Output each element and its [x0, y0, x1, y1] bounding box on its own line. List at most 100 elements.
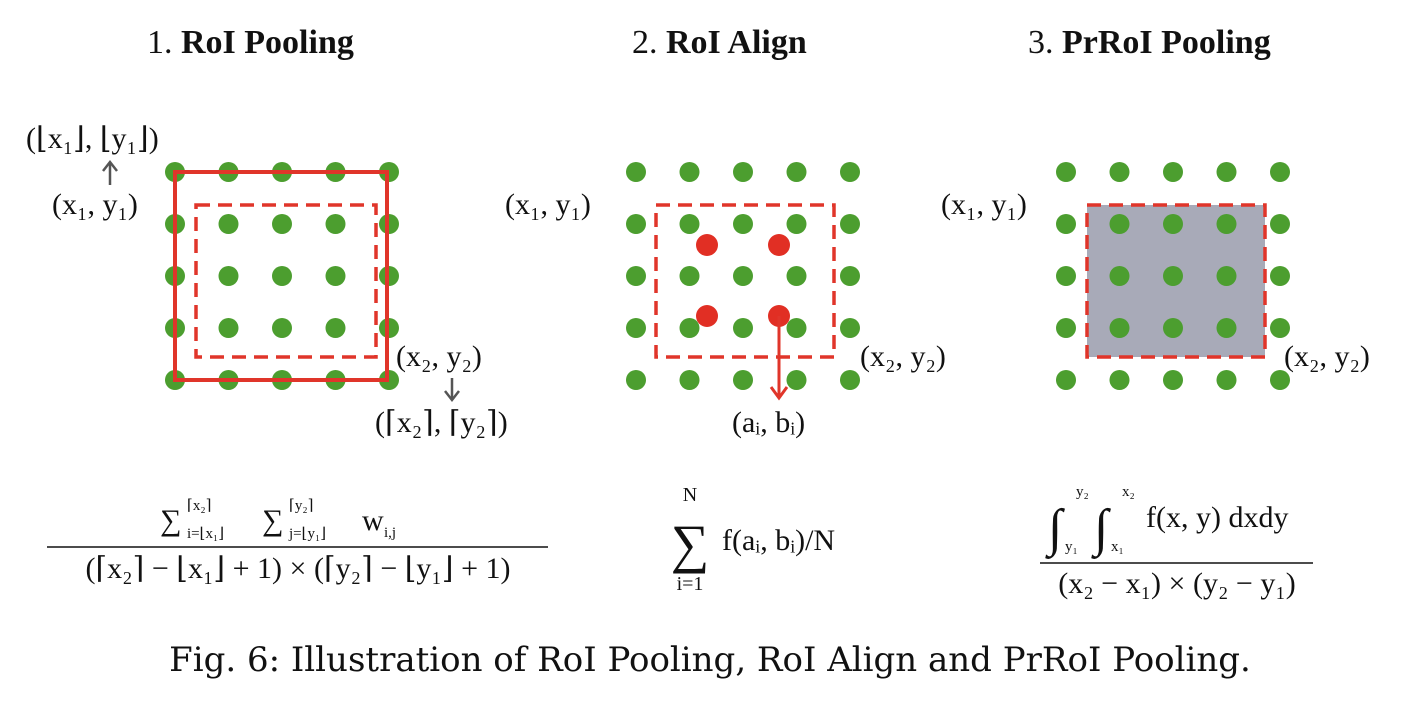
- denominator: (⌈x₂⌉ − ⌊x₁⌋ + 1) × (⌈y₂⌉ − ⌊y₁⌋ + 1): [85, 552, 510, 585]
- feature-point: [840, 266, 860, 286]
- feature-point: [1109, 266, 1130, 286]
- feature-point: [1056, 162, 1076, 182]
- feature-point: [733, 318, 753, 338]
- feature-point: [626, 318, 646, 338]
- feature-point: [840, 162, 860, 182]
- feature-point: [840, 318, 860, 338]
- integral-sign-2: ∫: [1091, 500, 1111, 559]
- feature-point: [1109, 318, 1130, 338]
- int2-upper: x₂: [1122, 484, 1135, 500]
- feature-point: [626, 214, 646, 234]
- feature-point: [218, 266, 239, 286]
- feature-point: [1270, 318, 1290, 338]
- feature-point: [1216, 266, 1237, 286]
- integrand: f(x, y) dxdy: [1146, 501, 1288, 534]
- feature-point: [786, 318, 807, 338]
- feature-point: [272, 214, 292, 234]
- sum-sign: ∑: [671, 514, 710, 574]
- sum1-lower: i=⌊x₁⌋: [187, 526, 224, 542]
- int1-lower: y₁: [1065, 539, 1078, 555]
- int2-lower: x₁: [1111, 539, 1124, 555]
- feature-point: [1056, 266, 1076, 286]
- panel-title-roi-pooling: 1. RoI Pooling: [147, 24, 354, 62]
- figure-caption: Fig. 6: Illustration of RoI Pooling, RoI…: [169, 640, 1251, 680]
- feature-point: [840, 370, 860, 390]
- label-top-left: (x₁, y₁): [941, 188, 1027, 221]
- label-top-left: (x₁, y₁): [505, 188, 591, 221]
- feature-point: [626, 370, 646, 390]
- panel-roi-pooling: (⌊x₁⌋, ⌊y₁⌋) (x₁, y₁) (x₂, y₂) (⌈x₂⌉, ⌈y…: [26, 122, 548, 585]
- feature-point: [786, 370, 807, 390]
- weight-symbol: w: [362, 504, 384, 537]
- feature-point: [626, 266, 646, 286]
- sum-sign-1: ∑: [160, 504, 181, 537]
- feature-point: [1163, 266, 1183, 286]
- feature-grid: [626, 162, 860, 390]
- panel-roi-align: (x₁, y₁) (x₂, y₂) (aᵢ, bᵢ) N ∑ i=1 f(aᵢ,…: [505, 162, 946, 595]
- feature-point: [679, 318, 700, 338]
- int1-upper: y₂: [1076, 484, 1089, 500]
- label-bottom-right: (x₂, y₂): [396, 340, 482, 373]
- feature-point: [325, 266, 346, 286]
- formula-roi-align: N ∑ i=1 f(aᵢ, bᵢ)/N: [671, 484, 835, 595]
- panel-number: 3.: [1028, 24, 1054, 61]
- sum-upper: N: [683, 484, 697, 506]
- feature-point: [272, 266, 292, 286]
- feature-point: [1056, 370, 1076, 390]
- roi-box-dashed: [654, 203, 836, 359]
- roi-box-dashed: [1085, 203, 1267, 359]
- panel-number: 2.: [632, 24, 658, 61]
- feature-point: [218, 318, 239, 338]
- sum-body: f(aᵢ, bᵢ)/N: [722, 524, 835, 557]
- feature-point: [733, 370, 753, 390]
- sample-point: [696, 234, 718, 256]
- feature-point: [679, 162, 700, 182]
- feature-point: [786, 214, 807, 234]
- feature-point: [733, 266, 753, 286]
- feature-point: [1109, 214, 1130, 234]
- panel-number: 1.: [147, 24, 173, 61]
- panel-name: PrRoI Pooling: [1062, 24, 1271, 61]
- feature-point: [1216, 370, 1237, 390]
- sum1-upper: ⌈x₂⌉: [187, 498, 211, 514]
- feature-point: [786, 162, 807, 182]
- feature-point: [1216, 214, 1237, 234]
- feature-point: [1163, 162, 1183, 182]
- feature-point: [1056, 214, 1076, 234]
- panel-title-prroi-pooling: 3. PrRoI Pooling: [1028, 24, 1271, 62]
- feature-point: [1270, 214, 1290, 234]
- feature-point: [679, 370, 700, 390]
- feature-point: [1270, 162, 1290, 182]
- label-ceil-corner: (⌈x₂⌉, ⌈y₂⌉): [375, 406, 508, 439]
- arrow-down-icon: [444, 378, 460, 403]
- label-bottom-right: (x₂, y₂): [860, 340, 946, 373]
- feature-point: [840, 214, 860, 234]
- denominator: (x₂ − x₁) × (y₂ − y₁): [1058, 567, 1296, 600]
- roi-box-dashed: [194, 203, 378, 359]
- feature-point: [626, 162, 646, 182]
- feature-point: [786, 266, 807, 286]
- arrow-up-icon: [102, 159, 118, 185]
- formula-prroi-pooling: ∫ y₂ y₁ ∫ x₂ x₁ f(x, y) dxdy (x₂ − x₁) ×…: [1040, 484, 1313, 600]
- feature-point: [1163, 214, 1183, 234]
- feature-point: [679, 214, 700, 234]
- feature-point: [1216, 318, 1237, 338]
- panel-name: RoI Align: [666, 24, 807, 61]
- sum2-lower: j=⌊y₁⌋: [288, 526, 326, 542]
- sum-sign-2: ∑: [262, 504, 283, 537]
- feature-point: [1270, 370, 1290, 390]
- feature-point: [1163, 318, 1183, 338]
- feature-point: [1056, 318, 1076, 338]
- feature-point: [272, 318, 292, 338]
- sample-point: [768, 234, 790, 256]
- feature-point: [1109, 162, 1130, 182]
- feature-point: [1109, 370, 1130, 390]
- feature-point: [733, 162, 753, 182]
- label-top-left: (x₁, y₁): [52, 188, 138, 221]
- quantized-roi-box: [173, 170, 389, 382]
- feature-point: [1163, 370, 1183, 390]
- feature-point: [733, 214, 753, 234]
- feature-point: [1216, 162, 1237, 182]
- weight-sub: i,j: [384, 525, 396, 541]
